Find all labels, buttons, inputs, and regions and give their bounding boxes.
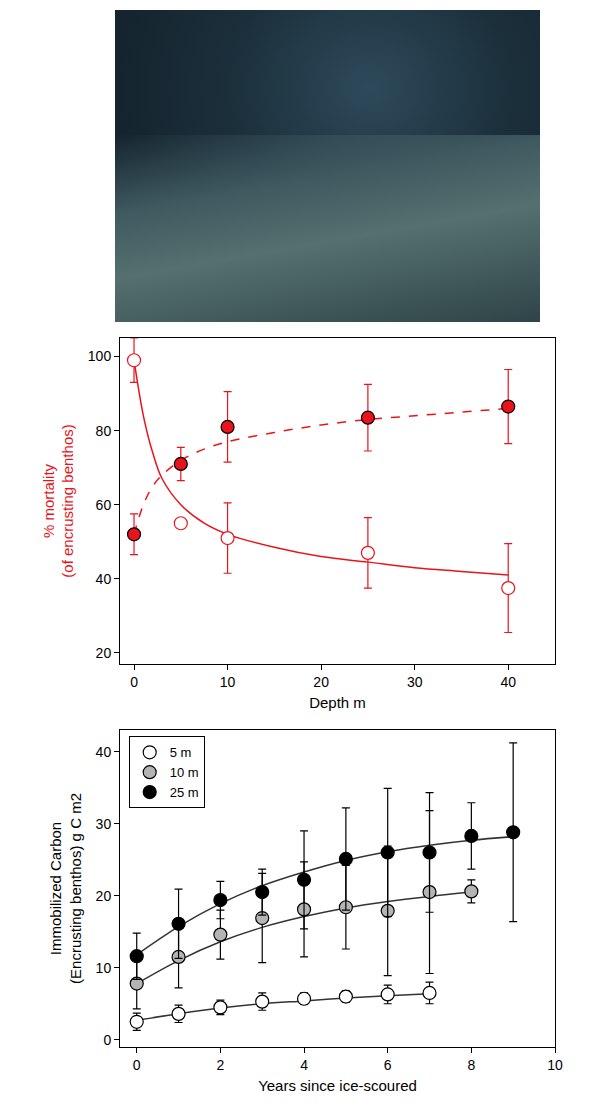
svg-text:10 m: 10 m	[170, 765, 199, 780]
svg-text:20: 20	[96, 888, 112, 904]
svg-text:8: 8	[467, 1057, 475, 1073]
svg-text:5 m: 5 m	[170, 745, 192, 760]
svg-text:% mortality(of encrusting bent: % mortality(of encrusting benthos)	[40, 424, 77, 577]
svg-text:4: 4	[300, 1057, 308, 1073]
svg-text:Immobilized Carbon(Encrusting: Immobilized Carbon(Encrusting benthos) g…	[47, 793, 84, 984]
svg-text:Years since ice-scoured: Years since ice-scoured	[258, 1077, 417, 1094]
svg-text:Depth m: Depth m	[309, 694, 366, 711]
svg-text:20: 20	[96, 645, 112, 661]
svg-text:40: 40	[500, 674, 516, 690]
svg-text:100: 100	[88, 348, 112, 364]
svg-text:60: 60	[96, 497, 112, 513]
svg-text:40: 40	[96, 571, 112, 587]
svg-text:20: 20	[313, 674, 329, 690]
svg-text:2: 2	[216, 1057, 224, 1073]
svg-text:30: 30	[96, 816, 112, 832]
svg-text:0: 0	[103, 1032, 111, 1048]
svg-text:10: 10	[220, 674, 236, 690]
svg-text:25 m: 25 m	[170, 785, 199, 800]
svg-text:30: 30	[407, 674, 423, 690]
svg-text:0: 0	[130, 674, 138, 690]
svg-text:40: 40	[96, 744, 112, 760]
svg-text:0: 0	[133, 1057, 141, 1073]
svg-text:10: 10	[547, 1057, 563, 1073]
svg-text:10: 10	[96, 960, 112, 976]
svg-text:6: 6	[384, 1057, 392, 1073]
svg-text:80: 80	[96, 423, 112, 439]
